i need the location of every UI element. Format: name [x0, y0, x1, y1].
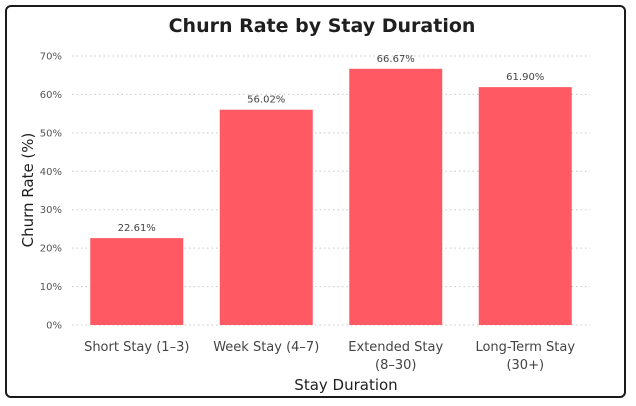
- bar: [90, 238, 184, 325]
- x-tick-label: (30+): [506, 358, 544, 373]
- x-tick-labels: Short Stay (1–3) Week Stay (4–7) Extended …: [84, 340, 575, 373]
- data-label: 56.02%: [247, 95, 285, 106]
- y-tick-label: 50%: [40, 128, 62, 139]
- y-tick-label: 0%: [46, 321, 62, 332]
- y-tick-label: 40%: [40, 167, 62, 178]
- y-tick-labels: 0% 10% 20% 30% 40% 50% 60% 70%: [40, 52, 62, 332]
- y-tick-label: 70%: [40, 52, 62, 63]
- bar: [349, 68, 443, 325]
- data-label: 22.61%: [118, 223, 156, 234]
- x-tick-label: (8–30): [375, 358, 416, 373]
- y-tick-label: 30%: [40, 205, 62, 216]
- data-labels: 22.61% 56.02% 66.67% 61.90%: [118, 54, 545, 234]
- y-tick-label: 60%: [40, 90, 62, 101]
- y-axis-title: Churn Rate (%): [19, 133, 37, 248]
- x-tick-label: Extended Stay: [348, 340, 443, 355]
- bars: [90, 68, 572, 326]
- bar: [478, 87, 572, 326]
- chart-title: Churn Rate by Stay Duration: [169, 15, 476, 37]
- x-tick-label: Week Stay (4–7): [213, 340, 319, 355]
- data-label: 66.67%: [377, 54, 415, 65]
- x-axis-title: Stay Duration: [294, 376, 397, 394]
- y-tick-label: 20%: [40, 244, 62, 255]
- y-tick-label: 10%: [40, 282, 62, 293]
- x-tick-label: Short Stay (1–3): [84, 340, 189, 355]
- bar: [219, 109, 313, 325]
- x-tick-label: Long-Term Stay: [475, 340, 575, 355]
- data-label: 61.90%: [506, 72, 544, 83]
